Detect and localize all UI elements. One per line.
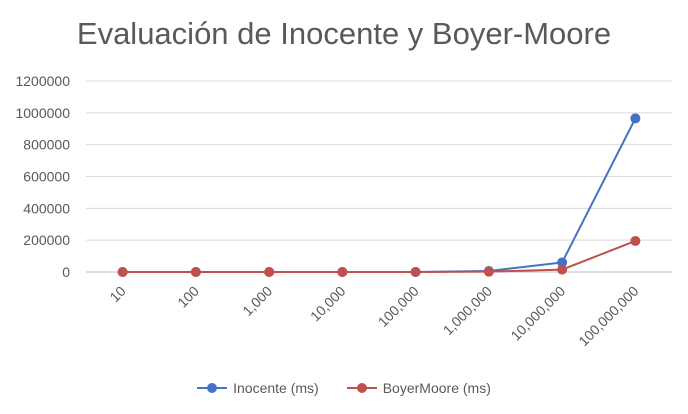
y-tick-label: 400000 [23, 200, 70, 216]
y-tick-label: 1000000 [15, 105, 70, 121]
y-tick-label: 1200000 [15, 73, 70, 89]
x-tick-label: 100,000 [375, 283, 422, 330]
series-line-1 [122, 117, 637, 273]
data-point [557, 257, 568, 268]
chart-title: Evaluación de Inocente y Boyer-Moore [76, 16, 612, 51]
data-point [410, 266, 421, 277]
x-tick-label: 10,000 [307, 283, 349, 325]
legend-marker-icon [346, 382, 377, 394]
legend: Inocente (ms) BoyerMoore (ms) [0, 380, 688, 396]
data-point [483, 266, 494, 277]
data-point [264, 267, 275, 277]
y-tick-label: 800000 [23, 137, 70, 153]
series-line-2 [122, 240, 636, 273]
legend-item-inocente: Inocente (ms) [197, 380, 319, 396]
data-point [337, 267, 348, 277]
data-point [557, 264, 568, 275]
x-tick-label: 1,000 [239, 283, 275, 319]
x-tick-label: 10 [106, 283, 128, 305]
legend-label: BoyerMoore (ms) [382, 380, 491, 396]
legend-label: Inocente (ms) [233, 380, 319, 396]
data-point [630, 235, 641, 246]
y-tick-label: 200000 [23, 232, 70, 248]
y-tick-label: 600000 [23, 169, 70, 185]
legend-marker-icon [197, 382, 228, 394]
data-point [190, 267, 201, 277]
x-tick-label: 10,000,000 [507, 283, 568, 344]
data-point [117, 267, 128, 277]
x-tick-label: 1,000,000 [440, 283, 496, 339]
data-point [630, 113, 641, 124]
legend-item-boyermoore: BoyerMoore (ms) [346, 380, 491, 396]
y-tick-label: 0 [62, 264, 70, 280]
x-tick-label: 100,000,000 [575, 283, 642, 350]
x-tick-label: 100 [174, 283, 202, 311]
